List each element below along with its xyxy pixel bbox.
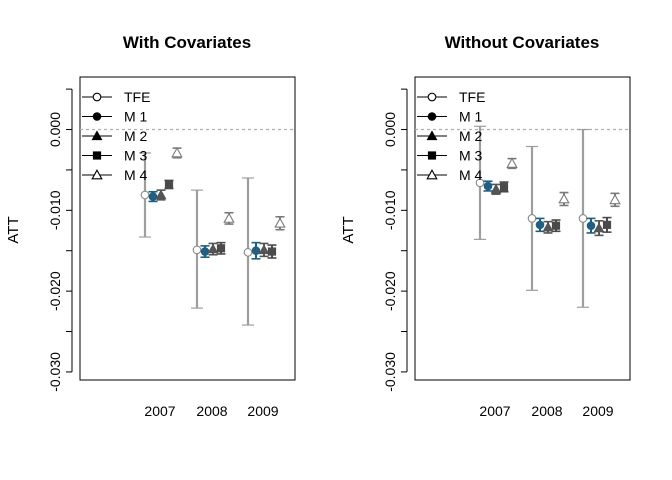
y-tick-label: -0.030 — [382, 352, 398, 392]
point-estimate — [499, 182, 509, 191]
legend-symbol — [92, 92, 102, 102]
point-estimate — [475, 178, 485, 188]
x-tick-label: 2008 — [196, 403, 227, 419]
legend-label: M 1 — [459, 109, 483, 125]
point-estimate — [490, 183, 502, 194]
legend-symbol — [426, 169, 438, 180]
point-estimate — [171, 147, 183, 158]
point-estimate — [483, 181, 493, 191]
legend-label: M 2 — [459, 128, 483, 144]
point-estimate — [506, 157, 518, 168]
point-estimate — [609, 193, 621, 205]
y-tick-label: -0.020 — [47, 271, 63, 311]
panel-without-covariates: Without Covariates ATT 0.000 -0.010 -0.020… — [340, 33, 631, 419]
point-estimate — [267, 247, 277, 256]
y-tick-label: -0.020 — [382, 271, 398, 311]
point-estimate — [558, 193, 570, 204]
x-tick-label: 2007 — [144, 403, 175, 419]
legend-symbol — [92, 112, 102, 121]
point-estimate — [148, 192, 158, 201]
plot-box — [414, 76, 631, 381]
legend-symbol — [427, 151, 437, 160]
legend-label: M 1 — [124, 109, 148, 125]
point-estimate — [155, 189, 167, 200]
legend-symbol — [92, 151, 102, 160]
y-axis: 0.000 -0.010 -0.020 -0.030 — [382, 88, 408, 392]
point-estimate — [200, 247, 210, 256]
point-estimate — [535, 220, 545, 230]
point-estimate — [243, 247, 253, 257]
legend: TFE M 1 M 2 M 3 M 4 — [417, 89, 485, 183]
panel-title: With Covariates — [123, 33, 251, 52]
point-estimate — [140, 190, 150, 200]
point-estimate — [216, 244, 226, 253]
point-estimate — [578, 214, 588, 223]
point-estimate — [602, 220, 612, 229]
legend-label: TFE — [124, 89, 150, 105]
legend-label: TFE — [459, 89, 485, 105]
y-tick-label: -0.010 — [47, 190, 63, 230]
point-estimate — [527, 214, 537, 223]
point-estimate — [586, 221, 596, 230]
y-axis-label: ATT — [340, 216, 357, 243]
x-tick-label: 2009 — [582, 403, 613, 419]
point-estimate — [164, 180, 174, 189]
point-estimate — [192, 245, 202, 255]
legend: TFE M 1 M 2 M 3 M 4 — [82, 89, 150, 183]
point-estimate — [223, 212, 235, 223]
panel-with-covariates: With Covariates ATT 0.000 -0.010 -0.020 -0.… — [5, 33, 296, 419]
legend-symbol — [427, 92, 437, 102]
legend-symbol — [426, 130, 438, 141]
x-axis: 2007 2008 2009 — [479, 403, 613, 419]
x-axis: 2007 2008 2009 — [144, 403, 278, 419]
y-tick-label: 0.000 — [382, 112, 398, 147]
point-estimate — [258, 244, 270, 255]
x-tick-label: 2008 — [531, 403, 562, 419]
legend-label: M 2 — [124, 128, 148, 144]
x-tick-label: 2009 — [247, 403, 278, 419]
legend-symbol — [91, 169, 103, 180]
point-estimate — [274, 217, 286, 228]
legend-label: M 4 — [124, 167, 148, 183]
point-estimate — [551, 221, 561, 230]
y-tick-label: -0.030 — [47, 352, 63, 392]
y-tick-label: -0.010 — [382, 190, 398, 230]
point-estimate — [207, 243, 219, 254]
y-tick-label: 0.000 — [47, 112, 63, 147]
plot-box — [79, 76, 296, 381]
legend-label: M 3 — [124, 148, 148, 164]
data-marks — [139, 147, 286, 326]
legend-symbol — [427, 112, 437, 121]
point-estimate — [593, 222, 605, 233]
y-axis-label: ATT — [5, 216, 22, 243]
legend-label: M 4 — [459, 167, 483, 183]
data-marks — [474, 125, 621, 308]
legend-label: M 3 — [459, 148, 483, 164]
legend-symbol — [91, 130, 103, 141]
y-axis: 0.000 -0.010 -0.020 -0.030 — [47, 88, 73, 392]
point-estimate — [542, 221, 554, 232]
panel-title: Without Covariates — [445, 33, 600, 52]
x-tick-label: 2007 — [479, 403, 510, 419]
point-estimate — [251, 246, 261, 256]
